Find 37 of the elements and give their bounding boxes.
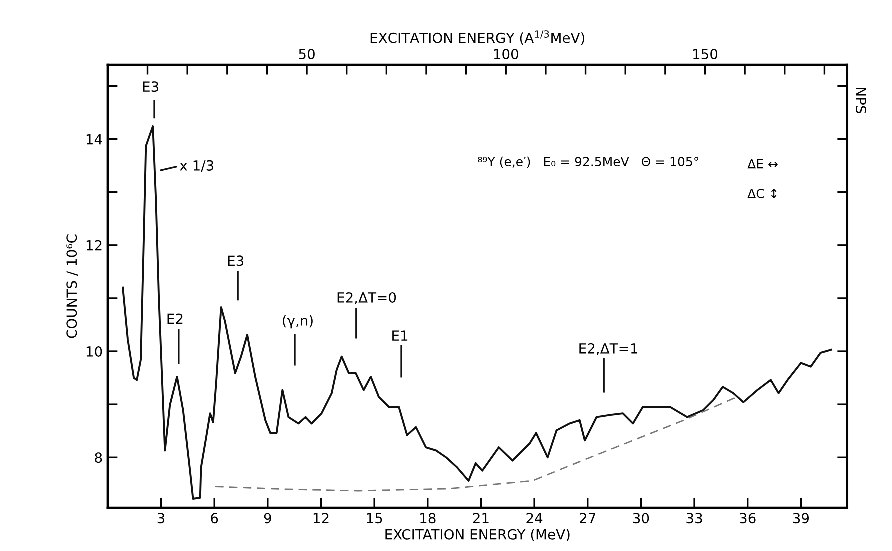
y-tick-label: 8: [95, 452, 102, 464]
annotation: ΔC ↕: [748, 188, 777, 198]
x-tick-label: 33: [686, 513, 702, 524]
y-tick-label: 12: [86, 240, 102, 251]
y-axis-title: COUNTS / 10⁶C: [66, 234, 78, 338]
annotation: E2,ΔT=0: [338, 292, 396, 304]
annotation: E3: [143, 82, 159, 92]
annotation: E1: [392, 330, 408, 341]
x-tick-label: 39: [793, 513, 810, 524]
text: NPS: [856, 88, 867, 114]
x-tick-label: 15: [367, 513, 382, 524]
line-series: [214, 396, 738, 492]
y-tick-label: 14: [86, 134, 102, 145]
x-tick-label: 27: [580, 513, 596, 524]
x-tick-label: 24: [526, 513, 543, 524]
x-tick-label: 18: [420, 513, 436, 524]
annotation: (γ,n): [283, 315, 313, 329]
x-tick-label: 6: [211, 513, 218, 524]
annotation: E3: [228, 256, 244, 266]
x-axis-title: EXCITATION ENERGY (MeV): [386, 529, 570, 542]
annotation: x 1/3: [180, 160, 214, 172]
x-tick-label: 12: [314, 513, 329, 524]
x2-tick-label: 150: [694, 49, 718, 60]
annotation: E2,ΔT=1: [580, 343, 638, 356]
line-series: [122, 126, 832, 500]
x-tick-label: 36: [740, 513, 756, 524]
y-tick-label: 10: [86, 346, 102, 357]
x-tick-label: 21: [473, 513, 489, 524]
x-tick-label: 30: [633, 513, 650, 524]
x-tick-label: 3: [158, 513, 165, 524]
x2-axis-title: EXCITATION ENERGY (A$^{1/3}$MeV): [370, 30, 585, 45]
x-tick-label: 9: [264, 513, 272, 524]
annotation: E2: [168, 314, 183, 324]
x2-tick-label: 50: [299, 49, 315, 60]
x2-tick-label: 100: [494, 49, 518, 60]
annotation: ⁸⁹Y (e,e′) E₀ = 92.5MeV Θ = 105°: [478, 156, 698, 168]
annotation: ΔE ↔: [748, 159, 778, 169]
